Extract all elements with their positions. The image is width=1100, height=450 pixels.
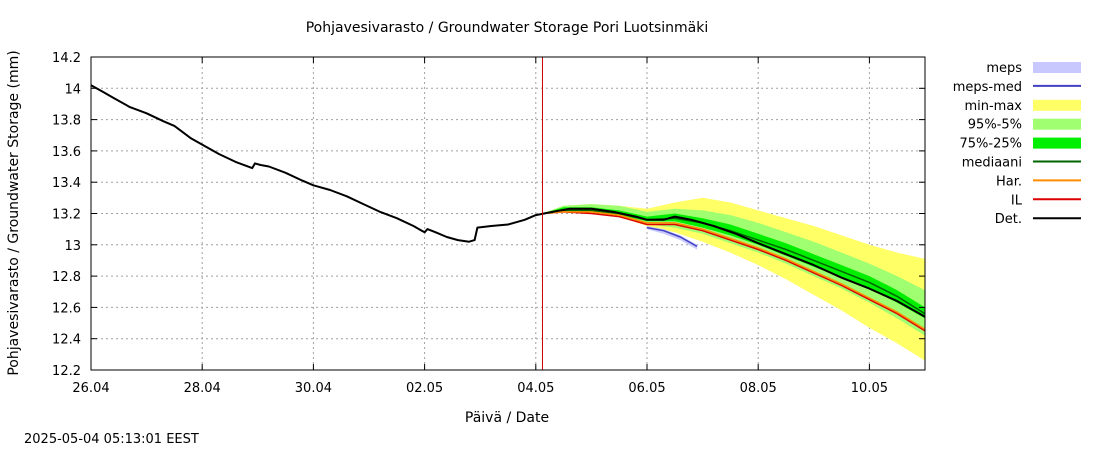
legend-swatch <box>1033 137 1081 149</box>
x-tick-label: 30.04 <box>295 381 332 396</box>
y-tick-label: 12.4 <box>52 333 81 348</box>
timestamp: 2025-05-04 05:13:01 EEST <box>24 432 199 447</box>
y-axis-label: Pohjavesivarasto / Groundwater Storage (… <box>6 50 22 375</box>
legend-swatch <box>1033 118 1081 130</box>
x-tick-label: 08.05 <box>740 381 777 396</box>
legend-swatch <box>1033 62 1081 73</box>
legend-label: 75%-25% <box>960 137 1022 152</box>
series-lines <box>90 84 926 332</box>
x-tick-label: 26.04 <box>72 381 109 396</box>
y-tick-label: 13 <box>64 239 81 254</box>
legend-label: Det. <box>995 212 1022 227</box>
band-75-25- <box>542 207 925 319</box>
x-tick-label: 02.05 <box>406 381 443 396</box>
series-il <box>542 211 926 332</box>
x-axis-ticks: 26.04 28.04 30.04 02.05 04.05 06.05 08.05 10.05 <box>72 57 888 396</box>
y-tick-label: 14 <box>64 82 81 97</box>
band-min-max <box>542 197 925 361</box>
chart-title: Pohjavesivarasto / Groundwater Storage P… <box>306 20 709 36</box>
y-tick-label: 12.2 <box>52 364 81 379</box>
y-tick-label: 14.2 <box>52 51 81 66</box>
x-tick-label: 28.04 <box>184 381 221 396</box>
y-tick-label: 12.6 <box>52 301 81 316</box>
x-tick-label: 06.05 <box>628 381 665 396</box>
legend-label: meps-med <box>953 80 1022 95</box>
x-tick-label: 10.05 <box>851 381 888 396</box>
legend-label: mediaani <box>962 156 1022 171</box>
y-tick-label: 13.8 <box>52 114 81 129</box>
y-tick-label: 13.2 <box>52 208 81 223</box>
forecast-bands <box>542 197 925 361</box>
legend-label: meps <box>986 61 1022 76</box>
legend-label: min-max <box>964 99 1022 114</box>
legend: meps meps-med min-max 95%-5% 75%-25% mediaani… <box>953 61 1081 227</box>
series-det <box>90 84 926 318</box>
series-meps-med <box>646 226 698 248</box>
series-har <box>542 211 926 330</box>
y-tick-label: 12.8 <box>52 270 81 285</box>
legend-label: IL <box>1011 193 1023 208</box>
series-mediaani <box>542 209 926 315</box>
band-meps <box>647 226 697 250</box>
x-axis-label: Päivä / Date <box>465 410 549 426</box>
legend-swatch <box>1033 99 1081 111</box>
legend-label: Har. <box>996 174 1022 189</box>
x-tick-label: 04.05 <box>517 381 554 396</box>
legend-label: 95%-5% <box>968 118 1022 133</box>
y-tick-label: 13.6 <box>52 145 81 160</box>
y-axis-ticks: 12.2 12.4 12.6 12.8 13 13.2 13.4 13.6 13.8 14 14.2 <box>52 51 925 379</box>
y-tick-label: 13.4 <box>52 176 81 191</box>
grid <box>91 57 925 370</box>
